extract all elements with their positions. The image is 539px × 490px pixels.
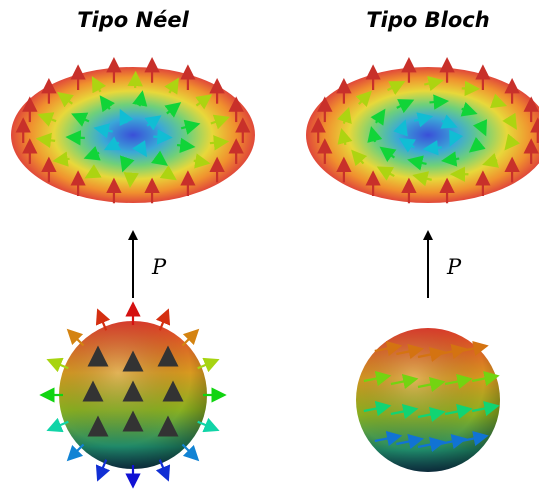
spin-arrow bbox=[125, 160, 127, 165]
spin-arrow bbox=[43, 139, 55, 140]
projection-label: P bbox=[151, 255, 167, 279]
spin-arrow bbox=[449, 159, 460, 160]
spin-arrow bbox=[430, 147, 441, 148]
spin-arrow bbox=[72, 334, 83, 345]
spin-arrow bbox=[177, 145, 188, 146]
spin-arrow bbox=[182, 444, 193, 455]
spin-arrow bbox=[194, 161, 203, 163]
spin-arrow bbox=[73, 137, 85, 138]
projection-label: P bbox=[446, 255, 462, 279]
figure: Tipo Néel Tipo Bloch P P bbox=[0, 0, 539, 490]
spin-arrow bbox=[429, 102, 441, 103]
bloch-disk bbox=[306, 67, 539, 203]
neel-disk bbox=[11, 67, 255, 203]
spin-arrow bbox=[153, 137, 165, 138]
panel-title: Tipo Bloch bbox=[366, 8, 489, 32]
spin-arrow bbox=[210, 142, 222, 143]
spin-arrow bbox=[60, 159, 70, 160]
panel-title: Tipo Néel bbox=[77, 8, 189, 32]
spin-arrow bbox=[72, 444, 83, 455]
spin-arrow bbox=[182, 334, 193, 345]
